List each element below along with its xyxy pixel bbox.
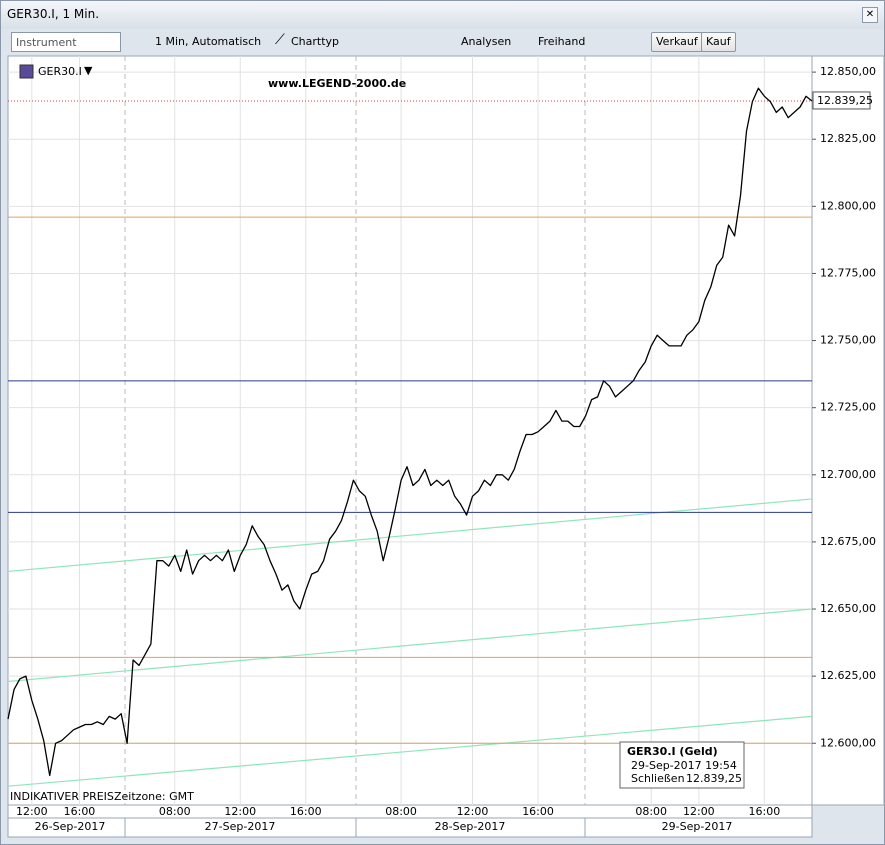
date-label: 29-Sep-2017 (662, 820, 733, 833)
y-tick-label: 12.725,00 (820, 401, 876, 414)
buy-button[interactable]: Kauf (701, 32, 736, 52)
date-label: 28-Sep-2017 (435, 820, 506, 833)
window-title: GER30.I, 1 Min. (7, 7, 100, 21)
tooltip-close-label: Schließen (631, 772, 685, 785)
x-tick-label: 12:00 (16, 805, 48, 818)
chart-type-menu[interactable]: Charttyp (291, 35, 340, 48)
tooltip-title: GER30.I (Geld) (627, 745, 718, 758)
current-price-box (812, 91, 871, 110)
trend-line (7, 608, 813, 683)
analyses-menu[interactable]: Analysen (461, 35, 512, 48)
plot-area (7, 55, 813, 806)
y-tick-label: 12.600,00 (820, 736, 876, 749)
y-tick-label: 12.800,00 (820, 199, 876, 212)
y-tick-label: 12.700,00 (820, 468, 876, 481)
price-line (7, 87, 813, 777)
x-tick-label: 16:00 (522, 805, 554, 818)
y-tick-label: 12.775,00 (820, 266, 876, 279)
trend-line (7, 498, 813, 573)
chart-type-icon: ⟋ (275, 32, 285, 48)
instrument-icon (19, 64, 34, 79)
title-bar: GER30.I, 1 Min. ✕ (1, 1, 884, 29)
x-tick-label: 16:00 (64, 805, 96, 818)
y-tick-label: 12.850,00 (820, 65, 876, 78)
interval-select[interactable]: 1 Min, Automatisch (155, 35, 262, 48)
toolbar: Instrument 1 Min, Automatisch ⟋ Charttyp… (5, 31, 880, 55)
instrument-label: GER30.I (38, 65, 82, 78)
x-tick-label: 16:00 (749, 805, 781, 818)
x-tick-label: 12:00 (683, 805, 715, 818)
x-tick-label: 16:00 (290, 805, 322, 818)
timezone-note: Zeitzone: GMT (114, 790, 194, 803)
y-tick-label: 12.625,00 (820, 669, 876, 682)
close-button[interactable]: ✕ (862, 7, 878, 23)
price-axis (811, 55, 885, 806)
current-price-label: 12.839,25 (817, 94, 873, 107)
x-tick-label: 08:00 (159, 805, 191, 818)
trend-line (7, 715, 813, 787)
instrument-input[interactable]: Instrument (11, 32, 121, 52)
watermark: www.LEGEND-2000.de (268, 77, 406, 90)
tooltip-box (619, 741, 745, 789)
x-tick-label: 12:00 (224, 805, 256, 818)
x-tick-label: 08:00 (385, 805, 417, 818)
y-tick-label: 12.675,00 (820, 535, 876, 548)
footer-note: INDIKATIVER PREIS (10, 790, 114, 803)
y-tick-label: 12.825,00 (820, 132, 876, 145)
y-tick-label: 12.650,00 (820, 602, 876, 615)
x-tick-label: 08:00 (635, 805, 667, 818)
tooltip-time: 29-Sep-2017 19:54 (631, 759, 737, 772)
time-axis (7, 804, 813, 838)
y-tick-label: 12.750,00 (820, 334, 876, 347)
date-label: 26-Sep-2017 (35, 820, 106, 833)
tooltip-close-value: 12.839,25 (686, 772, 742, 785)
x-tick-label: 12:00 (457, 805, 489, 818)
freehand-menu[interactable]: Freihand (538, 35, 586, 48)
instrument-menu-arrow: ▼ (84, 64, 93, 77)
date-label: 27-Sep-2017 (205, 820, 276, 833)
